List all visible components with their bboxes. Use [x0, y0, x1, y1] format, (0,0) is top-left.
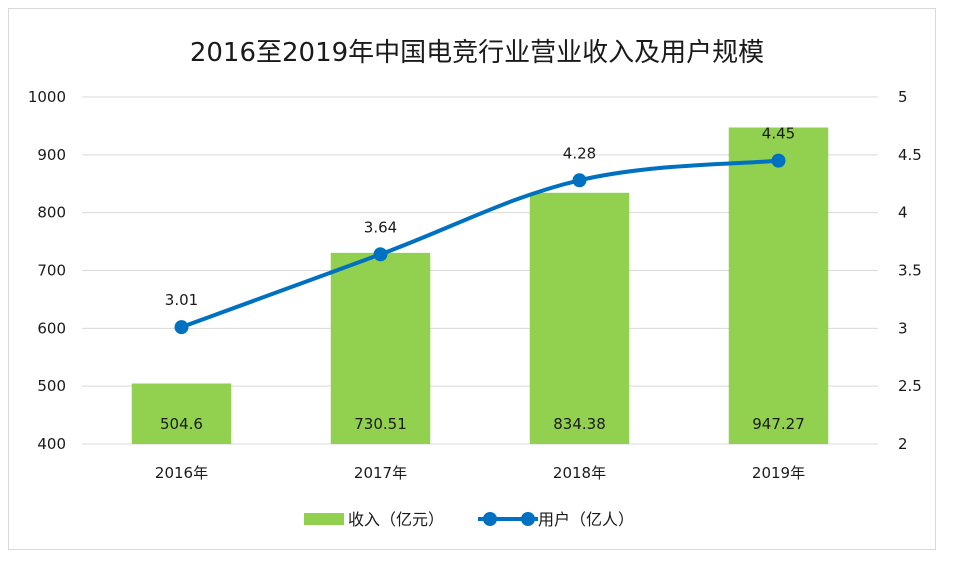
line-path — [179, 158, 781, 330]
bar-data-label: 730.51 — [354, 415, 407, 433]
chart-title: 2016至2019年中国电竞行业营业收入及用户规模 — [190, 38, 764, 68]
legend-label-bar: 收入（亿元） — [348, 510, 444, 529]
y-left-tick-label: 700 — [37, 262, 66, 280]
bar — [330, 252, 431, 444]
line-point — [771, 153, 786, 168]
bar — [728, 127, 829, 444]
y-right-tick-label: 2 — [898, 435, 908, 453]
line-series: 3.01 3.64 4.28 4.45 — [165, 125, 795, 335]
x-tick-label: 2019年 — [752, 464, 805, 482]
legend-label-line: 用户（亿人） — [538, 510, 634, 529]
line-data-label: 4.45 — [762, 125, 795, 143]
bar — [131, 383, 232, 444]
y-right-tick-label: 4.5 — [898, 146, 922, 164]
legend-swatch-bar — [304, 513, 344, 525]
axes: 400 500 600 700 800 900 1000 2 2.5 3 3.5 4 4.5 5 2016年… — [28, 88, 922, 482]
bar-data-label: 834.38 — [553, 415, 606, 433]
bar-series: 504.6 730.51 834.38 947.27 — [131, 127, 829, 444]
x-tick-label: 2017年 — [354, 464, 407, 482]
y-right-tick-label: 2.5 — [898, 377, 922, 395]
legend-marker-line — [521, 512, 535, 526]
bar-data-label: 947.27 — [752, 415, 805, 433]
y-right-tick-label: 3.5 — [898, 262, 922, 280]
line-data-label: 3.01 — [165, 291, 198, 309]
y-left-tick-label: 1000 — [28, 88, 66, 106]
line-data-label: 4.28 — [563, 144, 596, 162]
line-point — [174, 320, 189, 335]
line-point — [373, 247, 388, 262]
y-left-tick-label: 500 — [37, 377, 66, 395]
y-right-tick-label: 5 — [898, 88, 908, 106]
line-data-label: 3.64 — [364, 218, 397, 236]
line-point — [572, 173, 587, 188]
bar-data-label: 504.6 — [160, 415, 203, 433]
legend-marker-line — [483, 512, 497, 526]
y-right-tick-label: 4 — [898, 204, 908, 222]
y-right-tick-label: 3 — [898, 319, 908, 337]
bar — [529, 192, 630, 444]
y-left-tick-label: 800 — [37, 204, 66, 222]
x-tick-label: 2018年 — [553, 464, 606, 482]
y-left-tick-label: 900 — [37, 146, 66, 164]
x-tick-label: 2016年 — [155, 464, 208, 482]
y-left-tick-label: 600 — [37, 319, 66, 337]
y-left-tick-label: 400 — [37, 435, 66, 453]
legend: 收入（亿元） 用户（亿人） — [304, 510, 634, 529]
